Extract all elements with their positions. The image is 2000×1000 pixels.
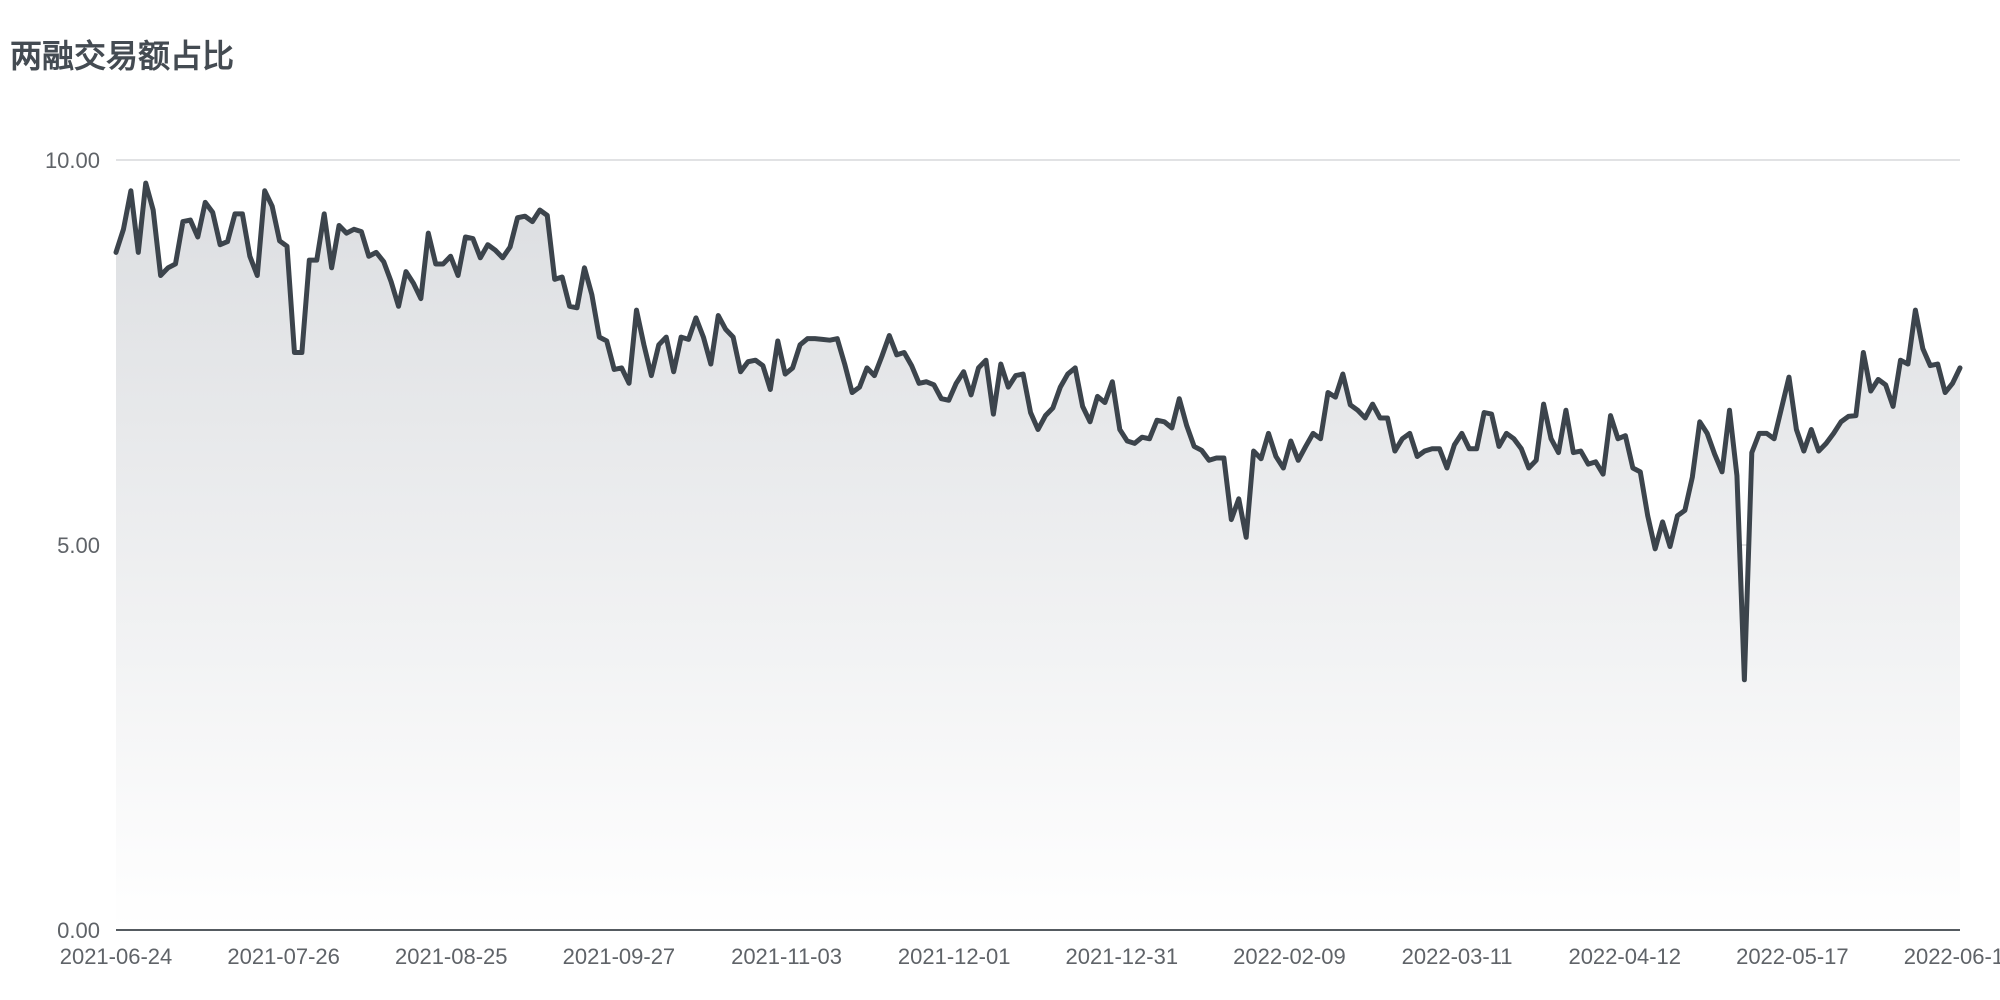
series-line-group: [113, 180, 1963, 683]
series-area-fill: [116, 183, 1960, 931]
x-tick-label: 2022-05-17: [1736, 944, 1849, 969]
axes: 0.00 5.00 10.00 2021-06-24 2021-07-26 2021-08…: [45, 148, 2000, 969]
x-tick-label: 2021-08-25: [395, 944, 508, 969]
x-tick-label: 2021-12-01: [898, 944, 1011, 969]
x-tick-label: 2021-12-31: [1066, 944, 1179, 969]
x-tick-label: 2022-03-11: [1402, 944, 1513, 969]
y-tick-label: 0.00: [57, 918, 100, 943]
x-tick-label: 2021-06-24: [60, 944, 173, 969]
y-tick-label: 10.00: [45, 148, 100, 173]
x-tick-label: 2022-06-17: [1904, 944, 2000, 969]
x-tick-label: 2022-04-12: [1568, 944, 1681, 969]
y-tick-label: 5.00: [57, 533, 100, 558]
chart-title: 两融交易额占比: [10, 37, 235, 75]
x-tick-label: 2021-07-26: [227, 944, 340, 969]
area-fill-group: [116, 183, 1960, 931]
x-tick-label: 2022-02-09: [1233, 944, 1346, 969]
x-tick-label: 2021-11-03: [731, 944, 842, 969]
series-line: [113, 180, 1963, 683]
x-tick-label: 2021-09-27: [563, 944, 676, 969]
